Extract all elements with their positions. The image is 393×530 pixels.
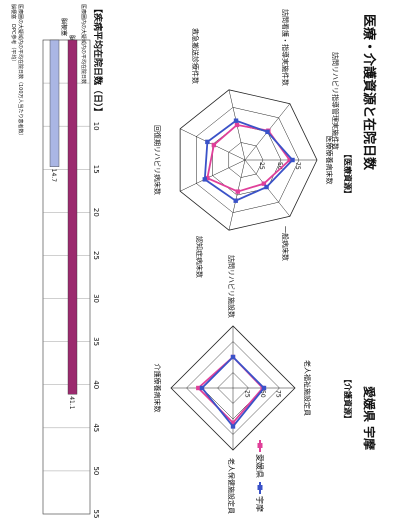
care-series-uma-point-1 — [261, 385, 267, 391]
bar-tick-30: 30 — [92, 294, 100, 303]
medical-series-uma-point-4 — [202, 177, 207, 182]
page-title: 医療・介護資源と在院日数 — [361, 14, 377, 171]
care-tick-75: 75 — [275, 390, 282, 398]
medical-spoke-4 — [180, 159, 246, 192]
medical-grid-ring-100 — [179, 89, 318, 231]
care-series-uma-point-2 — [230, 424, 236, 429]
bar-tick-15: 15 — [92, 165, 100, 174]
bar-tick-55: 55 — [92, 510, 100, 519]
legend-ehime-marker — [257, 443, 263, 448]
medical-series-uma-point-7 — [265, 129, 270, 135]
care-axis-label-3: 介護療養病床数 — [153, 364, 162, 413]
bar-tick-5: 5 — [92, 81, 100, 85]
medical-spoke-3 — [228, 159, 246, 231]
bar-tick-35: 35 — [92, 337, 100, 346]
medical-axis-label-5: 救急搬送診療件数 — [191, 28, 200, 84]
medical-series-ehime-point-6 — [234, 122, 240, 128]
medical-series-ehime-point-3 — [235, 189, 240, 194]
bar-label-ehime: 41.1 — [68, 396, 75, 410]
medical-grid-ring-75 — [196, 107, 300, 213]
medical-series-uma-point-5 — [205, 139, 210, 145]
region-label: 愛媛県 宇摩 — [362, 386, 377, 450]
medical-series-uma-line — [203, 119, 294, 202]
medical-grid-ring-25 — [228, 142, 264, 178]
medical-axis-label-4: 回復期リハビリ病床数 — [153, 125, 162, 195]
care-axis-label-2: 老人保健施設定員 — [227, 458, 236, 514]
medical-axis-label-3: 認知症病床数 — [195, 236, 204, 278]
bar-category-label: 脳梗塞 — [60, 18, 68, 36]
bar-note-1: 医療圏の大疑域内の平均在院日数（100万人当たり患者数） — [17, 4, 24, 139]
medical-series-uma-point-3 — [233, 198, 238, 203]
medical-axis-label-6: 訪問看護・指導実施件数 — [281, 9, 290, 86]
legend-uma-marker — [257, 485, 263, 490]
bar-label-uma: 14.7 — [50, 169, 57, 183]
care-tick-25: 25 — [244, 390, 251, 398]
medical-series-uma-point-1 — [290, 157, 295, 163]
bar-tick-50: 50 — [92, 466, 100, 475]
medical-tick-75: 75 — [294, 162, 301, 170]
care-axis-label-4: 訪問リハビリ施設数 — [227, 255, 236, 318]
bar-chart-title: 【疾病平均在院日数（日）】 — [92, 4, 104, 117]
bar-tick-25: 25 — [92, 251, 100, 260]
bar-tick-45: 45 — [92, 423, 100, 432]
bar-ehime — [67, 39, 78, 395]
bar-note-2: 脳梗塞 DPC参考（平均） — [10, 4, 17, 64]
medical-series-ehime-point-5 — [211, 142, 217, 148]
bar-tick-10: 10 — [92, 122, 100, 131]
medical-series-uma-point-2 — [264, 184, 269, 190]
medical-axis-label-1: 医療療養病床数 — [325, 136, 334, 185]
medical-tick-25: 25 — [258, 162, 265, 170]
care-axis-label-1: 老人福祉施設定員 — [303, 360, 312, 416]
care-series-ehime-point-3 — [196, 385, 201, 391]
care-series-uma-point-3 — [199, 385, 205, 391]
legend-uma-label: 宇摩 — [255, 496, 265, 512]
medical-series-ehime-point-2 — [261, 181, 267, 186]
bar-header-label: 医療圏内の大疑域内の平均在院日数 — [80, 4, 87, 84]
care-series-uma-point-4 — [230, 354, 236, 360]
bar-tick-40: 40 — [92, 380, 100, 389]
bar-chart: 5 10 15 20 25 30 35 40 45 50 55 41.1 14.7 脳梗塞 — [42, 18, 100, 519]
care-tick-50: 50 — [259, 390, 266, 398]
page-rotated: 医療・介護資源と在院日数 愛媛県 宇摩 【医療資源】 25 50 75 医療療養病床数… — [10, 4, 377, 518]
medical-axis-label-7: 訪問リハビリ指導管理実施件数 — [331, 52, 340, 150]
legend: 愛媛県 宇摩 — [255, 440, 265, 512]
bar-uma — [49, 39, 60, 167]
medical-tick-50: 50 — [276, 162, 283, 170]
legend-ehime-label: 愛媛県 — [255, 454, 265, 478]
medical-section-label: 【医療資源】 — [343, 150, 353, 198]
medical-series-uma-point-6 — [233, 118, 239, 123]
medical-axis-label-2: 一般病床数 — [281, 226, 290, 261]
care-section-label: 【介護資源】 — [343, 375, 353, 423]
bar-tick-20: 20 — [92, 208, 100, 217]
